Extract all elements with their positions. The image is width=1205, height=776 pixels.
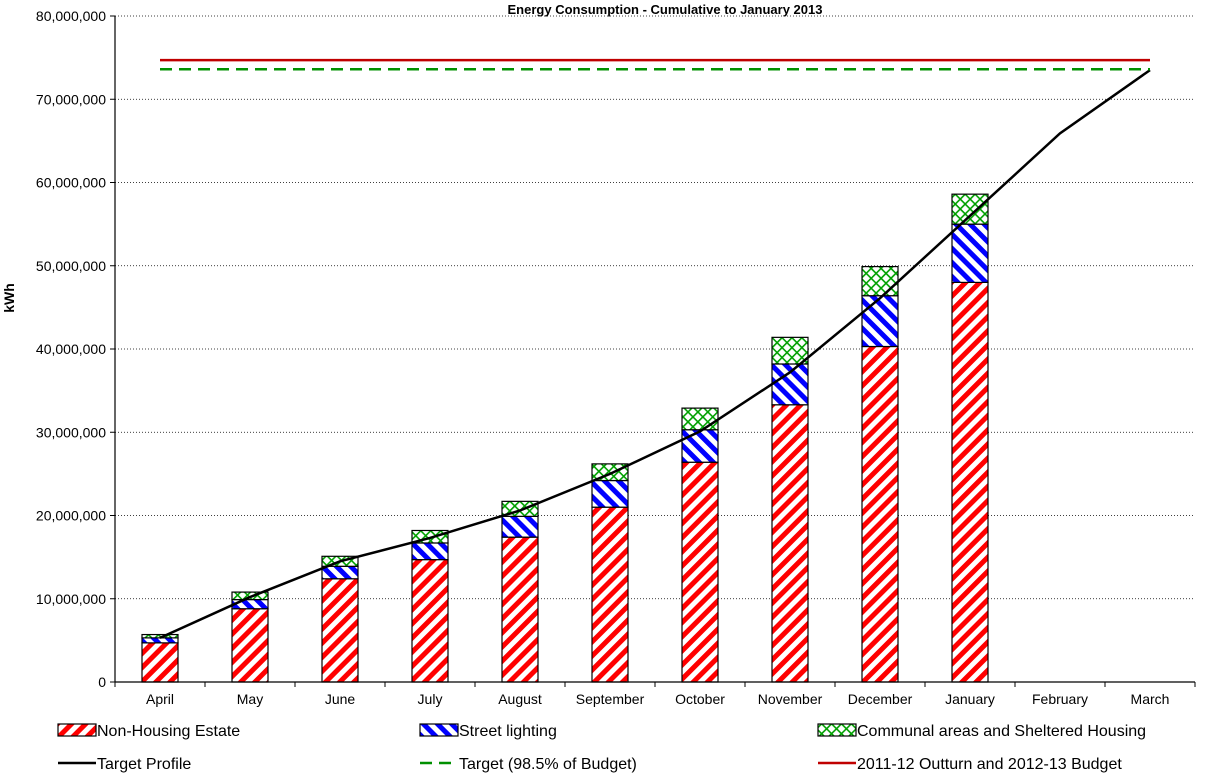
x-tick-label: November: [758, 691, 823, 707]
x-tick-label: January: [945, 691, 995, 707]
x-tick-label: December: [848, 691, 913, 707]
legend-label-target-profile: Target Profile: [97, 756, 191, 773]
legend-label-target-98-5-of-budget-: Target (98.5% of Budget): [459, 756, 637, 773]
x-tick-label: August: [498, 691, 542, 707]
bar-non-housing-estate: [411, 559, 449, 683]
y-axis-ticks: 0 10,000,000 20,000,000 30,000,000 40,000,00…: [36, 8, 115, 690]
x-tick-label: July: [418, 691, 443, 707]
bar-street-lighting: [591, 479, 629, 508]
bar-street-lighting: [951, 223, 989, 284]
y-tick-label: 40,000,000: [36, 341, 106, 357]
y-axis-label: kWh: [1, 283, 17, 313]
bars: [141, 193, 989, 683]
x-tick-label: May: [237, 691, 263, 707]
y-tick-label: 0: [98, 674, 106, 690]
legend-swatch-non-housing-estate: [57, 723, 97, 737]
bar-communal-areas-and-sheltered-housing: [951, 193, 989, 225]
bar-non-housing-estate: [501, 536, 539, 683]
y-tick-label: 80,000,000: [36, 8, 106, 24]
legend-label-communal-areas-and-sheltered-housing: Communal areas and Sheltered Housing: [857, 723, 1146, 740]
bar-non-housing-estate: [321, 578, 359, 683]
y-tick-label: 30,000,000: [36, 424, 106, 440]
x-tick-label: June: [325, 691, 356, 707]
legend-swatch-street-lighting: [419, 723, 459, 737]
bar-street-lighting: [771, 363, 809, 406]
bar-non-housing-estate: [951, 281, 989, 683]
bar-communal-areas-and-sheltered-housing: [861, 265, 899, 297]
x-tick-label: October: [675, 691, 725, 707]
bar-non-housing-estate: [141, 642, 179, 683]
bar-street-lighting: [681, 429, 719, 463]
bar-non-housing-estate: [861, 345, 899, 683]
legend-label-2011-12-outturn-and-2012-13-budget: 2011-12 Outturn and 2012-13 Budget: [857, 756, 1122, 773]
y-tick-label: 20,000,000: [36, 508, 106, 524]
x-tick-label: April: [146, 691, 174, 707]
series-lines: [159, 58, 1151, 640]
y-tick-label: 10,000,000: [36, 591, 106, 607]
x-tick-label: September: [576, 691, 645, 707]
bar-communal-areas-and-sheltered-housing: [771, 336, 809, 365]
bar-street-lighting: [321, 565, 359, 580]
legend-label-street-lighting: Street lighting: [459, 723, 557, 740]
x-tick-label: February: [1032, 691, 1088, 707]
bar-communal-areas-and-sheltered-housing: [681, 407, 719, 431]
y-tick-label: 60,000,000: [36, 175, 106, 191]
legend: Non-Housing Estate Street lighting Communa…: [57, 723, 1146, 773]
bar-street-lighting: [861, 295, 899, 348]
y-tick-label: 70,000,000: [36, 91, 106, 107]
bar-street-lighting: [411, 542, 449, 561]
legend-swatch-communal-areas-and-sheltered-housing: [817, 723, 857, 737]
bar-non-housing-estate: [231, 608, 269, 683]
y-tick-label: 50,000,000: [36, 258, 106, 274]
line-target-profile: [159, 69, 1151, 640]
bar-non-housing-estate: [771, 404, 809, 683]
x-tick-label: March: [1131, 691, 1170, 707]
bar-non-housing-estate: [591, 506, 629, 683]
bar-non-housing-estate: [681, 461, 719, 683]
chart-title: Energy Consumption - Cumulative to Janua…: [508, 2, 823, 17]
bar-street-lighting: [141, 637, 179, 644]
x-axis-ticks: April May June July August September October No…: [114, 682, 1196, 707]
bar-street-lighting: [501, 515, 539, 538]
legend-label-non-housing-estate: Non-Housing Estate: [97, 723, 240, 740]
gridlines: [115, 15, 1195, 600]
